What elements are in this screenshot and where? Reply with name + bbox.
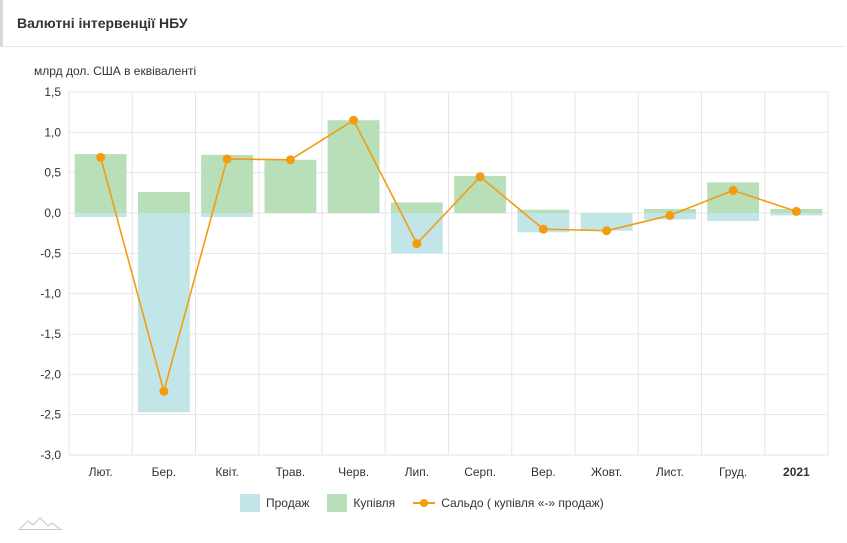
bar-purchases <box>264 159 317 213</box>
bar-sales <box>201 213 254 218</box>
balance-point <box>412 239 422 249</box>
x-tick-label: Жовт. <box>591 465 622 479</box>
x-tick-label: Квіт. <box>215 465 239 479</box>
balance-point <box>285 155 295 165</box>
y-tick-label: 0,5 <box>44 166 61 180</box>
bar-purchases <box>137 192 190 213</box>
balance-point <box>791 206 801 216</box>
x-tick-label: Трав. <box>276 465 306 479</box>
legend-item-purchases[interactable]: Купівля <box>327 494 395 512</box>
page-title: Валютні інтервенції НБУ <box>17 15 188 31</box>
y-tick-label: -2,0 <box>40 367 61 381</box>
bar-purchases <box>390 202 443 213</box>
balance-point <box>222 154 232 164</box>
balance-line <box>99 119 797 395</box>
balance-point <box>475 172 485 182</box>
x-tick-label: Вер. <box>531 465 556 479</box>
balance-point <box>602 226 612 236</box>
chart-header: Валютні інтервенції НБУ <box>0 0 845 47</box>
y-tick-label: 1,5 <box>44 85 61 99</box>
bar-sales <box>137 213 190 413</box>
y-tick-label: -2,5 <box>40 408 61 422</box>
y-tick-label: -0,5 <box>40 246 61 260</box>
x-tick-label: Бер. <box>152 465 177 479</box>
balance-point <box>538 224 548 234</box>
bar-sales <box>580 213 633 231</box>
x-tick-label: Лист. <box>656 465 684 479</box>
bar-sales <box>74 213 127 218</box>
y-tick-label: -3,0 <box>40 448 61 462</box>
x-tick-label: Груд. <box>719 465 747 479</box>
legend-label-balance: Сальдо ( купівля «-» продаж) <box>441 496 604 510</box>
x-tick-label: 2021 <box>783 465 810 479</box>
chart-legend: Продаж Купівля Сальдо ( купівля «-» прод… <box>240 494 622 512</box>
x-tick-label: Серп. <box>464 465 496 479</box>
legend-item-sales[interactable]: Продаж <box>240 494 309 512</box>
legend-swatch-purchases <box>327 494 348 512</box>
bar-sales <box>707 213 760 222</box>
legend-item-balance[interactable]: Сальдо ( купівля «-» продаж) <box>413 494 604 512</box>
x-tick-label: Лип. <box>405 465 429 479</box>
bar-purchases <box>517 209 570 213</box>
bar-purchases <box>454 175 507 213</box>
balance-point <box>96 152 106 162</box>
legend-swatch-balance <box>413 494 436 512</box>
legend-label-sales: Продаж <box>266 496 310 510</box>
x-tick-label: Черв. <box>338 465 369 479</box>
balance-point <box>728 185 738 195</box>
x-tick-label: Лют. <box>89 465 113 479</box>
y-axis-label: млрд дол. США в еквіваленті <box>34 64 197 78</box>
y-tick-label: -1,0 <box>40 287 61 301</box>
bar-purchases <box>74 154 127 213</box>
mountains-logo-icon <box>18 517 62 530</box>
balance-point <box>159 386 169 396</box>
legend-swatch-sales <box>240 494 260 512</box>
bar-purchases <box>201 154 254 213</box>
legend-label-purchases: Купівля <box>353 496 396 510</box>
balance-point <box>349 115 359 125</box>
balance-point <box>665 210 675 220</box>
intervention-chart: 1,5 1,0 0,5 0,0 -0,5 -1,0 -1,5 -2,0 -2,5 -3,0 Лют.… <box>40 85 829 479</box>
y-tick-label: 1,0 <box>44 125 61 139</box>
y-tick-label: 0,0 <box>44 206 61 220</box>
y-tick-label: -1,5 <box>40 327 61 341</box>
bar-purchases <box>327 120 380 213</box>
